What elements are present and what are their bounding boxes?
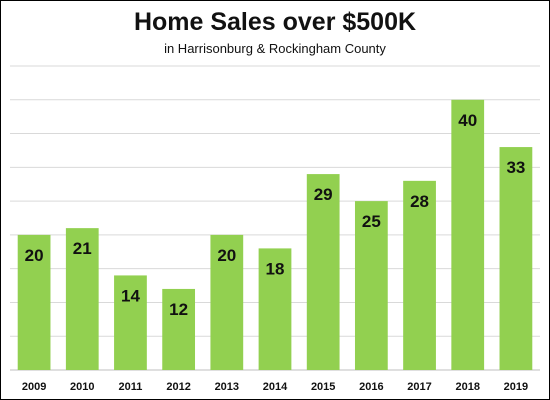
x-tick-2009: 2009	[22, 381, 46, 393]
bar-2009	[17, 234, 51, 370]
data-label-2018: 40	[458, 111, 477, 130]
data-labels: 20 21 14 12 20 18 29 25 28 40 33	[25, 111, 526, 319]
bar-2011	[114, 275, 147, 370]
x-tick-2019: 2019	[504, 381, 528, 393]
bar-2019	[499, 147, 533, 370]
x-tick-2011: 2011	[119, 381, 143, 393]
x-tick-2012: 2012	[166, 381, 190, 393]
chart-title: Home Sales over $500K	[133, 8, 417, 36]
data-label-2010: 21	[73, 239, 92, 258]
chart-subtitle: in Harrisonburg & Rockingham County	[164, 41, 386, 56]
data-label-2017: 28	[410, 192, 429, 211]
data-label-2015: 29	[314, 185, 333, 204]
data-label-2011: 14	[121, 286, 140, 305]
x-tick-2018: 2018	[455, 381, 479, 393]
bar-series	[17, 99, 533, 371]
x-tick-2010: 2010	[70, 381, 94, 393]
bar-2012	[162, 288, 196, 370]
x-tick-labels: 2009 2010 2011 2012 2013 2014 2015 2016 2017 2018…	[22, 381, 528, 393]
data-label-2014: 18	[266, 259, 285, 278]
x-tick-2013: 2013	[215, 381, 239, 393]
bar-2017	[403, 180, 436, 370]
bar-2014	[258, 248, 292, 370]
bar-2015	[306, 174, 340, 370]
x-tick-2015: 2015	[311, 381, 335, 393]
x-tick-2017: 2017	[407, 381, 431, 393]
bar-2016	[354, 201, 388, 370]
data-label-2013: 20	[217, 246, 236, 265]
data-label-2009: 20	[25, 246, 44, 265]
x-tick-2014: 2014	[263, 381, 288, 393]
bar-2018	[451, 99, 485, 371]
data-label-2012: 12	[169, 300, 188, 319]
data-label-2019: 33	[506, 158, 525, 177]
bar-2013	[210, 234, 244, 370]
data-label-2016: 25	[362, 212, 381, 231]
bar-2010	[65, 228, 99, 370]
x-tick-2016: 2016	[359, 381, 383, 393]
